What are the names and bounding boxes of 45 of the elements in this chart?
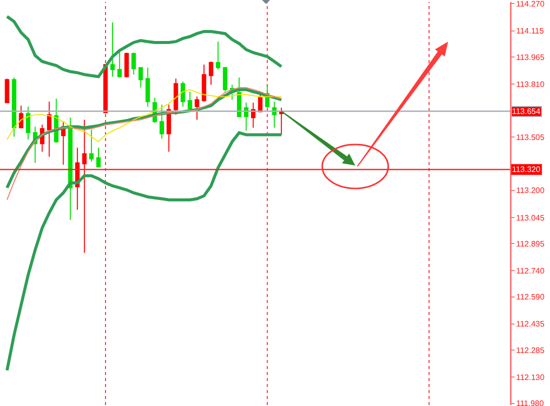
candlestick bbox=[208, 60, 214, 86]
candlestick bbox=[174, 78, 178, 116]
candlestick bbox=[4, 78, 10, 104]
y-tick-label: 112.285 bbox=[516, 346, 545, 355]
y-tick-label: 113.505 bbox=[516, 133, 545, 142]
candlestick bbox=[244, 102, 248, 132]
line-series bbox=[6, 89, 282, 142]
candlestick bbox=[18, 105, 24, 128]
y-tick-label: 112.130 bbox=[516, 372, 545, 382]
candlestick bbox=[12, 77, 16, 138]
candlestick bbox=[96, 147, 101, 168]
y-tick-label: 114.115 bbox=[516, 26, 544, 36]
candlestick bbox=[68, 117, 73, 220]
candlestick bbox=[236, 77, 242, 118]
candlestick bbox=[131, 52, 136, 76]
y-tick-label: 113.200 bbox=[516, 186, 545, 196]
ref-line-label: 113.654 bbox=[512, 107, 541, 116]
y-tick-label: 111.980 bbox=[516, 399, 544, 406]
candlestick bbox=[26, 106, 30, 140]
y-tick-label: 113.045 bbox=[516, 213, 545, 222]
candlestick bbox=[160, 104, 164, 140]
line-series bbox=[6, 14, 283, 78]
candlestick bbox=[216, 41, 220, 70]
y-tick-label: 114.270 bbox=[516, 0, 545, 9]
y-tick-label: 113.965 bbox=[516, 52, 545, 62]
candlestick bbox=[138, 67, 143, 88]
candlestick bbox=[188, 91, 192, 110]
candlestick bbox=[47, 101, 52, 158]
candlestick bbox=[124, 52, 129, 78]
candlestick bbox=[202, 64, 206, 102]
candlestick bbox=[194, 96, 200, 120]
candlestick bbox=[222, 67, 228, 92]
candlestick bbox=[146, 67, 150, 108]
line-series bbox=[6, 131, 283, 372]
candlestick bbox=[89, 129, 94, 162]
y-tick-label: 112.590 bbox=[516, 292, 545, 302]
y-tick-label: 112.740 bbox=[516, 266, 545, 276]
candlestick bbox=[110, 22, 115, 78]
candlestick bbox=[117, 51, 122, 78]
y-tick-label: 113.810 bbox=[516, 80, 545, 89]
y-tick-label: 112.895 bbox=[516, 239, 545, 248]
ref-line-label: 113.320 bbox=[512, 165, 541, 174]
candlestick bbox=[82, 119, 87, 254]
candlestick bbox=[180, 81, 186, 108]
y-tick-label: 112.435 bbox=[516, 320, 545, 329]
